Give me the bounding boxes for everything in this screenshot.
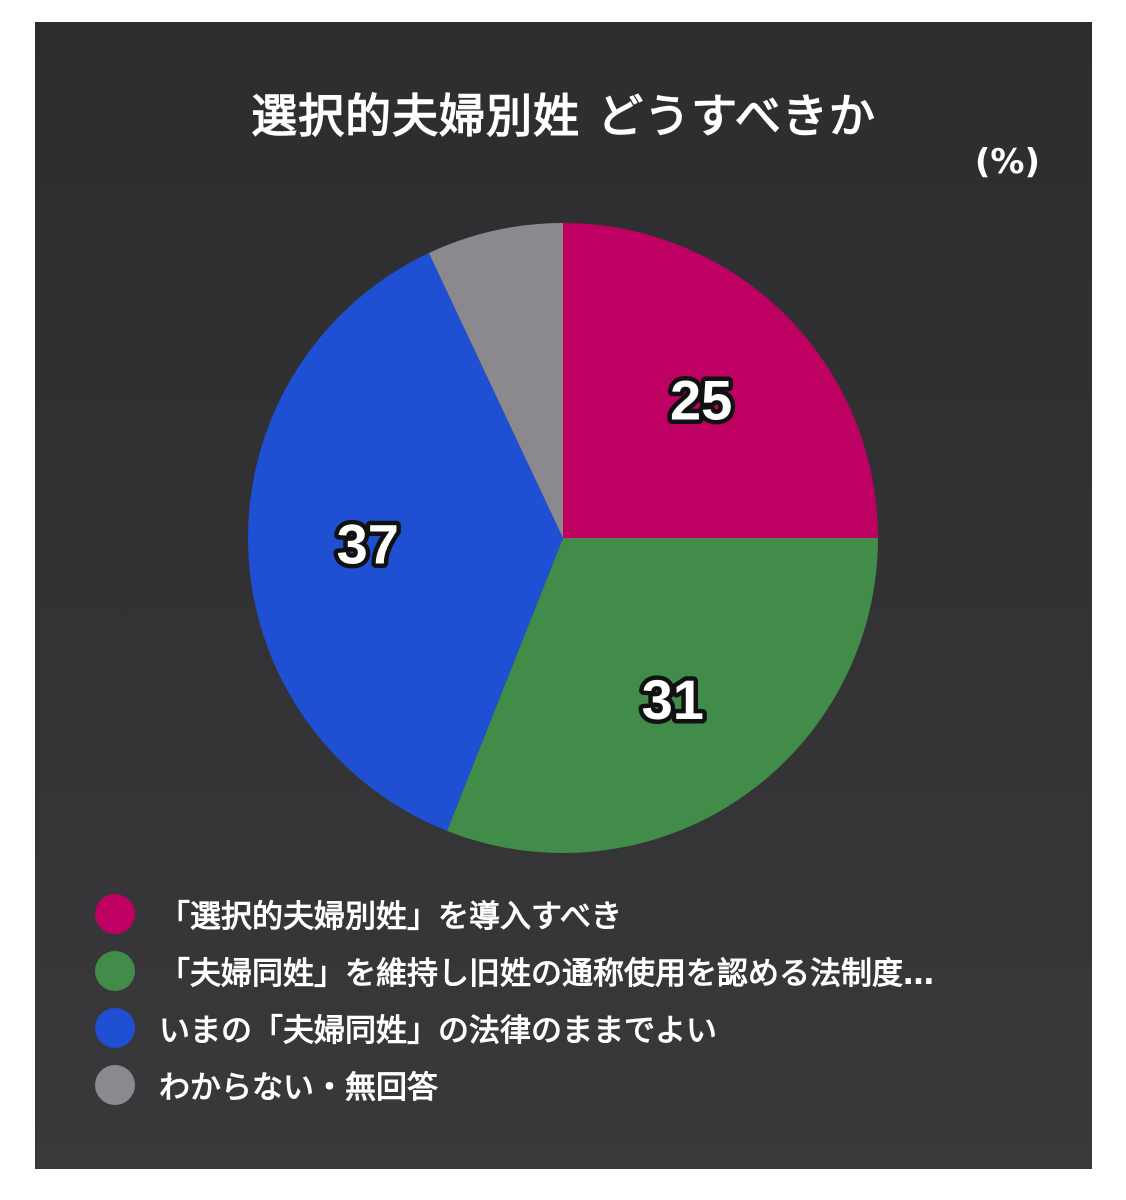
legend-item-introduce: 「選択的夫婦別姓」を導入すべき	[95, 885, 934, 942]
legend: 「選択的夫婦別姓」を導入すべき 「夫婦同姓」を維持し旧姓の通称使用を認める法制度…	[95, 885, 934, 1113]
chart-title: 選択的夫婦別姓 どうすべきか	[251, 89, 876, 143]
legend-label-current-law: いまの「夫婦同姓」の法律のままでよい	[159, 1013, 717, 1049]
legend-label-dont-know: わからない・無回答	[159, 1070, 438, 1106]
legend-item-current-law: いまの「夫婦同姓」の法律のままでよい	[95, 999, 934, 1056]
pie-chart: 25 31 37	[248, 223, 878, 854]
legend-label-keep-with-maiden-name: 「夫婦同姓」を維持し旧姓の通称使用を認める法制度…	[159, 956, 934, 992]
slice-label-introduce: 25	[670, 368, 732, 431]
pie-slice-keep-with-maiden-name	[447, 538, 878, 854]
slice-label-keep-with-maiden-name: 31	[642, 668, 704, 731]
pie-slice-dont-know	[428, 223, 563, 538]
slice-label-current-law: 37	[337, 513, 399, 576]
legend-item-dont-know: わからない・無回答	[95, 1056, 934, 1113]
legend-swatch-keep-with-maiden-name	[95, 950, 135, 991]
pie-slice-introduce	[563, 223, 878, 538]
legend-label-introduce: 「選択的夫婦別姓」を導入すべき	[159, 899, 622, 935]
legend-item-keep-with-maiden-name: 「夫婦同姓」を維持し旧姓の通称使用を認める法制度…	[95, 942, 934, 999]
legend-swatch-current-law	[95, 1007, 135, 1048]
pie-slice-current-law	[248, 252, 563, 831]
chart-panel: 選択的夫婦別姓 どうすべきか (%) 25 31 37 「選択的夫婦別姓」を導入すべ…	[35, 22, 1092, 1169]
legend-swatch-dont-know	[95, 1064, 135, 1105]
unit-label: (%)	[974, 142, 1040, 182]
legend-swatch-introduce	[95, 893, 135, 934]
